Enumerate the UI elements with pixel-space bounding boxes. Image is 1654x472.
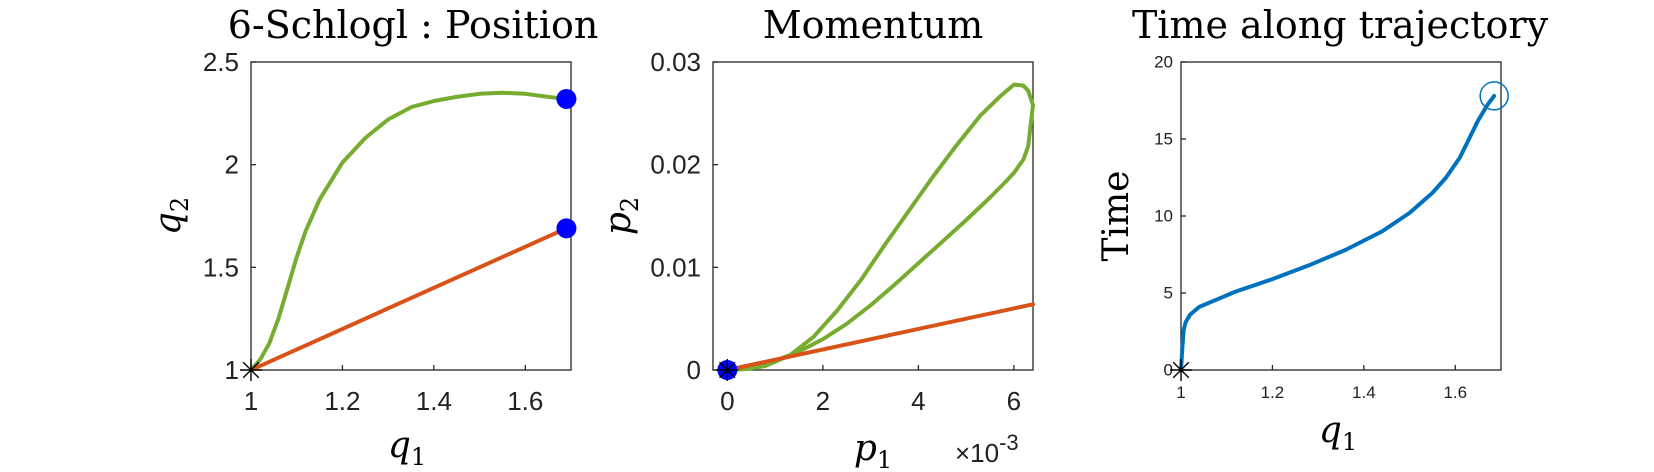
- time-x-tick-label: 1.4: [1352, 383, 1376, 402]
- momentum-x-tick-label: 0: [720, 386, 734, 416]
- position-axes-box: [250, 61, 572, 371]
- momentum-x-label-sub: 1: [877, 446, 892, 472]
- momentum-axes-box: [712, 61, 1034, 371]
- time-series-time_line-line: [1179, 93, 1497, 372]
- position-y-tick-label: 1: [225, 355, 239, 385]
- time-y-axis-label: Time: [1096, 171, 1137, 262]
- time-series: [1179, 93, 1497, 372]
- time-y-tick-label: 0: [1164, 361, 1173, 380]
- momentum-ticks: 0 2 4 6 0 0.01 0.02 0.03: [650, 47, 1021, 416]
- position-series-green-line: [249, 90, 569, 372]
- position-x-tick-label: 1.2: [324, 386, 360, 416]
- position-y-axis-label: q2: [148, 197, 194, 235]
- momentum-x-tick-label: 6: [1007, 386, 1021, 416]
- time-origin-asterisk: [1170, 359, 1192, 381]
- momentum-origin-asterisk: [716, 359, 739, 381]
- momentum-title: Momentum: [763, 3, 984, 47]
- momentum-y-tick-label: 0: [687, 355, 701, 385]
- momentum-x-exponent-power: -3: [999, 430, 1019, 455]
- time-y-tick-label: 10: [1154, 207, 1173, 226]
- position-series: [249, 90, 569, 372]
- momentum-y-axis-label: p2: [598, 197, 644, 235]
- time-endpoint-ring: [1479, 81, 1509, 111]
- time-panel: Time along trajectory 1 1.2 1.4 1.6 0 5 10 15 20…: [1096, 3, 1549, 456]
- time-x-tick-label: 1.6: [1443, 383, 1467, 402]
- position-series-orange-line: [249, 226, 569, 372]
- position-y-label-base: q: [148, 212, 189, 235]
- time-x-tick-label: 1.2: [1261, 383, 1285, 402]
- position-y-tick-label: 2: [225, 150, 239, 180]
- position-y-tick-label: 1.5: [203, 252, 239, 282]
- momentum-series: [725, 82, 1035, 372]
- momentum-x-exponent-base: ×10: [955, 438, 999, 468]
- time-y-tick-label: 5: [1164, 284, 1173, 303]
- momentum-y-label-sub: 2: [616, 197, 644, 212]
- position-ticks: 1 1.2 1.4 1.6 1 1.5 2 2.5: [203, 47, 544, 416]
- momentum-x-tick-label: 4: [911, 386, 925, 416]
- position-endpoint-dot: [556, 88, 577, 109]
- momentum-y-label-base: p: [598, 212, 639, 235]
- position-endpoint-dot: [556, 218, 577, 239]
- momentum-y-tick-label: 0.02: [650, 150, 701, 180]
- position-x-label-base: q: [388, 425, 411, 466]
- position-y-label-sub: 2: [166, 197, 194, 212]
- time-x-axis-label: q1: [1319, 410, 1357, 456]
- momentum-x-axis-label: p1: [854, 428, 892, 472]
- time-title: Time along trajectory: [1132, 3, 1549, 47]
- momentum-x-tick-label: 2: [816, 386, 830, 416]
- position-origin-asterisk: [240, 359, 262, 381]
- position-y-tick-label: 2.5: [203, 47, 239, 77]
- time-ticks: 1 1.2 1.4 1.6 0 5 10 15 20: [1154, 53, 1467, 403]
- position-x-tick-label: 1: [244, 386, 258, 416]
- position-panel: 6-Schlogl : Position 1 1.2 1.4 1.611.522.5 …: [148, 3, 598, 471]
- position-x-tick-label: 1.4: [416, 386, 452, 416]
- time-x-label-sub: 1: [1342, 428, 1357, 456]
- position-x-label-sub: 1: [411, 443, 426, 471]
- momentum-x-exponent: ×10-3: [955, 430, 1019, 468]
- position-title: 6-Schlogl : Position: [228, 3, 599, 47]
- momentum-y-tick-label: 0.03: [650, 47, 701, 77]
- position-x-axis-label: q1: [388, 425, 426, 471]
- time-y-tick-label: 15: [1154, 130, 1173, 149]
- time-axes-box: [1180, 61, 1502, 371]
- time-y-tick-label: 20: [1154, 53, 1173, 72]
- momentum-panel: Momentum 0 2 4 600.010.020.03 p1 ×10-3 p2: [598, 3, 1035, 472]
- momentum-markers: [716, 359, 739, 381]
- time-x-label-base: q: [1319, 410, 1342, 451]
- momentum-x-label-base: p: [854, 428, 877, 469]
- position-markers: [240, 88, 577, 381]
- position-x-tick-label: 1.6: [507, 386, 543, 416]
- time-markers: [1170, 81, 1509, 381]
- momentum-series-orange-line: [725, 302, 1035, 372]
- momentum-series-green-line: [725, 82, 1035, 372]
- time-x-tick-label: 1: [1176, 383, 1185, 402]
- momentum-y-tick-label: 0.01: [650, 252, 701, 282]
